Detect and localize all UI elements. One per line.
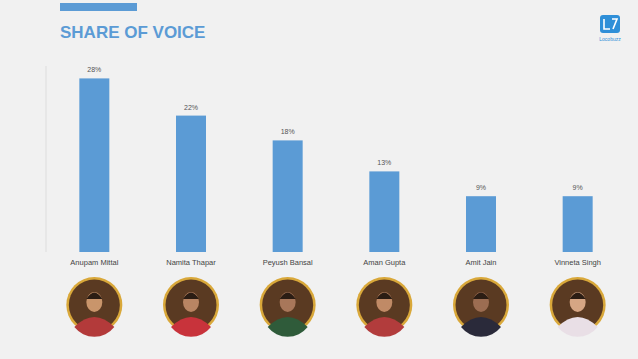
header-bar — [60, 3, 137, 11]
photo-body — [558, 317, 598, 337]
background-texture — [0, 0, 638, 359]
logo-glyph — [604, 19, 617, 29]
photo-hair — [86, 293, 102, 300]
photo — [550, 277, 606, 337]
category-label: Vinneta Singh — [554, 258, 601, 267]
photo-body — [364, 317, 404, 337]
bar — [369, 171, 399, 252]
category-label: Amit Jain — [466, 258, 497, 267]
photo-hair — [183, 293, 199, 300]
data-label: 18% — [281, 128, 295, 135]
bar — [176, 116, 206, 252]
labels: 28% Anupam Mittal 22% Namita Thapar 18% Peyus… — [70, 66, 601, 267]
y-axis-line — [46, 66, 47, 252]
photo — [260, 277, 316, 337]
photo-hair — [376, 293, 392, 300]
photo-face — [570, 292, 586, 312]
data-label: 28% — [87, 66, 101, 73]
photos — [66, 277, 605, 337]
data-label: 9% — [573, 184, 583, 191]
photo-body — [74, 317, 114, 337]
photo-body — [268, 317, 308, 337]
logo: Locobuzz — [599, 15, 621, 42]
category-label: Namita Thapar — [166, 258, 216, 267]
logo-icon — [600, 15, 620, 33]
photo-body — [461, 317, 501, 337]
bar — [563, 196, 593, 252]
logo-text: Locobuzz — [599, 36, 621, 42]
data-label: 22% — [184, 104, 198, 111]
photo — [356, 277, 412, 337]
category-label: Peyush Bansal — [263, 258, 313, 267]
data-label: 13% — [377, 159, 391, 166]
photo-face — [280, 292, 296, 312]
photo-face — [183, 292, 199, 312]
bar — [273, 140, 303, 252]
photo — [453, 277, 509, 337]
bar — [79, 78, 109, 252]
photo-hair — [473, 293, 489, 300]
photo-face — [376, 292, 392, 312]
bars — [79, 78, 592, 252]
category-label: Anupam Mittal — [70, 258, 118, 267]
photo-face — [86, 292, 102, 312]
category-label: Aman Gupta — [363, 258, 406, 267]
photo-hair — [280, 293, 296, 300]
photo — [66, 277, 122, 337]
data-label: 9% — [476, 184, 486, 191]
photo-face — [473, 292, 489, 312]
photo — [163, 277, 219, 337]
bar — [466, 196, 496, 252]
photo-hair — [570, 293, 586, 300]
photo-body — [171, 317, 211, 337]
background — [0, 0, 638, 359]
title: SHARE OF VOICE — [60, 23, 205, 42]
chart: SHARE OF VOICE Locobuzz 28% Anupam Mittal 22… — [0, 0, 638, 359]
